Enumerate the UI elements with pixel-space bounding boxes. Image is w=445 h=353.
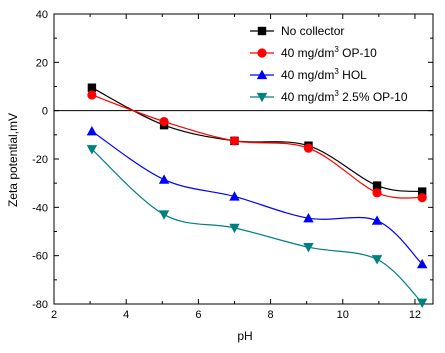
series-line bbox=[91, 130, 423, 265]
legend-label-part: No collector bbox=[281, 24, 344, 38]
y-tick-label: -20 bbox=[32, 154, 48, 166]
x-tick-label: 6 bbox=[195, 309, 201, 321]
y-tick-label: -40 bbox=[32, 202, 48, 214]
series-line bbox=[91, 148, 423, 304]
legend-label-part: 3 bbox=[334, 45, 339, 54]
legend-marker bbox=[256, 69, 268, 80]
ticks-layer: 2 4 6 8 10 12 -80 -60 -40 -20 0 20 40 bbox=[32, 9, 433, 321]
legend-label-part: 2.5% OP-10 bbox=[339, 90, 408, 104]
legend-label-part: 40 mg/dm bbox=[281, 46, 334, 60]
legend-label-part: 40 mg/dm bbox=[281, 68, 334, 82]
data-point bbox=[158, 174, 170, 184]
legend-label: 40 mg/dm3 2.5% OP-10 bbox=[281, 89, 408, 104]
legend-label-part: OP-10 bbox=[339, 46, 377, 60]
data-point bbox=[86, 126, 98, 136]
data-point bbox=[229, 191, 240, 201]
data-point bbox=[158, 210, 170, 220]
data-point bbox=[416, 298, 428, 308]
y-tick-label: -80 bbox=[32, 299, 48, 311]
y-tick-label: 20 bbox=[36, 57, 48, 69]
legend-label-part: 3 bbox=[334, 89, 339, 98]
data-point bbox=[229, 136, 240, 146]
series-40-mg-dm3-op-10 bbox=[87, 90, 427, 203]
legend-item-40-mg-dm3-op-10: 40 mg/dm3 OP-10 bbox=[250, 45, 377, 60]
data-point bbox=[87, 83, 97, 92]
x-axis-title: pH bbox=[237, 329, 252, 343]
data-point bbox=[371, 255, 383, 265]
x-tick-label: 2 bbox=[51, 309, 57, 321]
y-tick-label: 40 bbox=[36, 9, 48, 21]
legend-item-40-mg-dm3-hol: 40 mg/dm3 HOL bbox=[250, 67, 367, 82]
x-tick-label: 4 bbox=[123, 309, 129, 321]
data-point bbox=[159, 116, 169, 127]
data-point bbox=[303, 213, 314, 223]
legend-item-no-collector: No collector bbox=[250, 24, 344, 38]
data-point bbox=[372, 188, 382, 198]
legend-label-part: 40 mg/dm bbox=[281, 90, 334, 104]
y-axis-title: Zeta potential,mV bbox=[6, 113, 20, 207]
data-point bbox=[87, 90, 97, 100]
data-point bbox=[417, 187, 427, 196]
series-layer bbox=[86, 83, 428, 308]
legend-item-40-mg-dm3-2-5-op-10: 40 mg/dm3 2.5% OP-10 bbox=[250, 89, 408, 104]
data-point bbox=[416, 258, 428, 269]
data-point bbox=[372, 181, 382, 190]
legend-label-part: HOL bbox=[339, 68, 367, 82]
legend-label-part: 3 bbox=[334, 67, 339, 76]
legend-label: No collector bbox=[281, 24, 344, 38]
data-point bbox=[303, 143, 314, 153]
data-point bbox=[371, 215, 383, 225]
legend-marker bbox=[256, 92, 268, 103]
legend-marker bbox=[257, 48, 267, 58]
data-point bbox=[417, 193, 427, 203]
y-tick-label: -60 bbox=[32, 251, 48, 263]
data-point bbox=[229, 223, 240, 234]
series-40-mg-dm3-hol bbox=[86, 126, 428, 269]
legend-marker bbox=[257, 26, 267, 36]
legend-label: 40 mg/dm3 OP-10 bbox=[281, 45, 377, 60]
legend-label: 40 mg/dm3 HOL bbox=[281, 67, 367, 82]
x-tick-label: 10 bbox=[337, 309, 349, 321]
data-point bbox=[86, 145, 98, 155]
x-tick-label: 8 bbox=[268, 309, 274, 321]
y-tick-label: 0 bbox=[42, 106, 48, 118]
data-point bbox=[303, 243, 314, 253]
series-40-mg-dm3-2-5-op-10 bbox=[86, 145, 428, 308]
x-tick-label: 12 bbox=[409, 309, 421, 321]
